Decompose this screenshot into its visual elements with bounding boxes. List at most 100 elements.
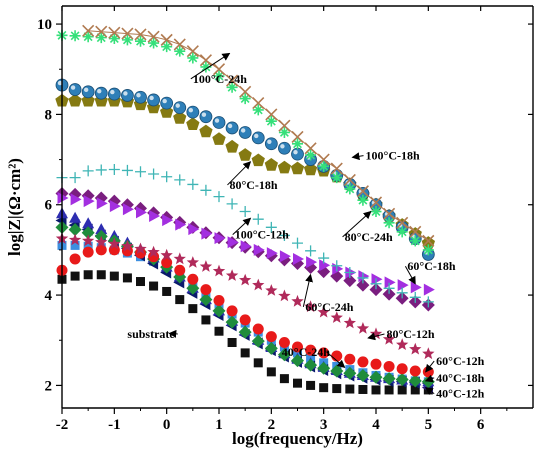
x-tick-label: 6 [477,417,485,433]
data-point [227,236,239,249]
data-point [69,211,82,223]
data-point [212,116,226,129]
annotation: 100°C-18h [351,149,420,163]
data-point [121,239,134,252]
data-point [369,283,383,297]
data-point [252,97,265,110]
data-point [345,384,355,394]
data-point [83,270,93,280]
data-point-highlight [149,95,154,101]
annotation: 100°C-12h [232,217,289,242]
data-point [278,141,291,155]
data-point [292,341,303,353]
data-point [253,243,265,256]
data-point [121,164,133,176]
data-point [136,277,145,287]
y-axis-label: log|Z|(Ω·cm²) [5,158,24,256]
x-axis-label: log(frequency/Hz) [232,429,363,448]
data-point [147,245,160,258]
data-point [278,289,291,302]
data-point [160,33,173,46]
data-point [344,266,356,278]
data-point [396,216,409,229]
data-point [148,37,160,49]
data-point [330,364,344,378]
annotation-label: 40°C-24h [282,345,330,359]
series [56,164,434,308]
data-point [317,305,330,318]
data-point [122,273,132,283]
data-point [135,166,146,178]
series-layer [55,24,435,395]
data-point [356,368,370,382]
data-point-highlight [70,85,76,90]
annotation-arrow [302,273,313,307]
data-point [226,74,239,87]
annotation-label: 80°C-24h [345,230,393,244]
data-point [357,272,369,284]
data-point [81,85,95,99]
data-point [212,304,226,318]
data-point [383,217,395,229]
annotation-arrow [168,329,178,338]
data-point [82,217,95,229]
data-point [277,348,291,362]
data-point [395,373,409,387]
data-point [96,270,106,280]
data-point [252,323,264,335]
series [56,244,434,378]
data-point [343,366,357,380]
data-point [264,158,278,171]
y-tick-label: 4 [45,288,53,304]
data-point [278,229,290,241]
annotation-label: substrate [127,327,175,341]
data-point-highlight [175,103,180,108]
data-point [175,218,187,231]
data-point-highlight [110,89,115,95]
data-point-highlight [227,123,233,129]
data-point [214,326,224,336]
data-point [265,108,278,121]
data-point-highlight [123,91,128,96]
data-point [212,264,226,277]
annotation-arrow [367,332,385,341]
data-point [57,191,69,204]
annotation-label: 100°C-24h [193,72,247,86]
data-point [214,232,226,245]
data-point [149,281,159,291]
data-point [239,93,251,105]
y-tick-label: 6 [45,198,53,214]
data-point [383,282,395,294]
annotation: 60°C-18h [404,259,456,285]
data-point [239,314,251,326]
data-point [251,153,265,167]
annotation: 80°C-18h [227,161,278,192]
data-point [358,384,368,394]
data-point [188,223,200,236]
data-point [240,348,250,358]
data-point-highlight [83,87,89,93]
data-point [69,253,81,265]
data-point [212,63,226,76]
data-point [369,196,383,209]
data-point [136,206,147,219]
data-point [278,126,290,138]
annotation-arrow [190,52,231,80]
data-point [253,358,263,368]
data-point [82,165,94,177]
data-point [121,89,134,102]
annotation-arrow [424,374,435,383]
series [55,232,435,360]
annotation-arrow [424,387,435,395]
data-point [371,273,383,286]
data-point [239,206,251,218]
x-tick-label: -1 [108,417,121,433]
data-point [278,337,290,349]
data-point [238,325,252,339]
data-point [306,380,316,390]
data-point [174,174,186,186]
data-point [199,293,213,307]
data-point [199,260,213,272]
data-point [200,61,212,73]
annotation: 60°C-24h [302,273,354,314]
